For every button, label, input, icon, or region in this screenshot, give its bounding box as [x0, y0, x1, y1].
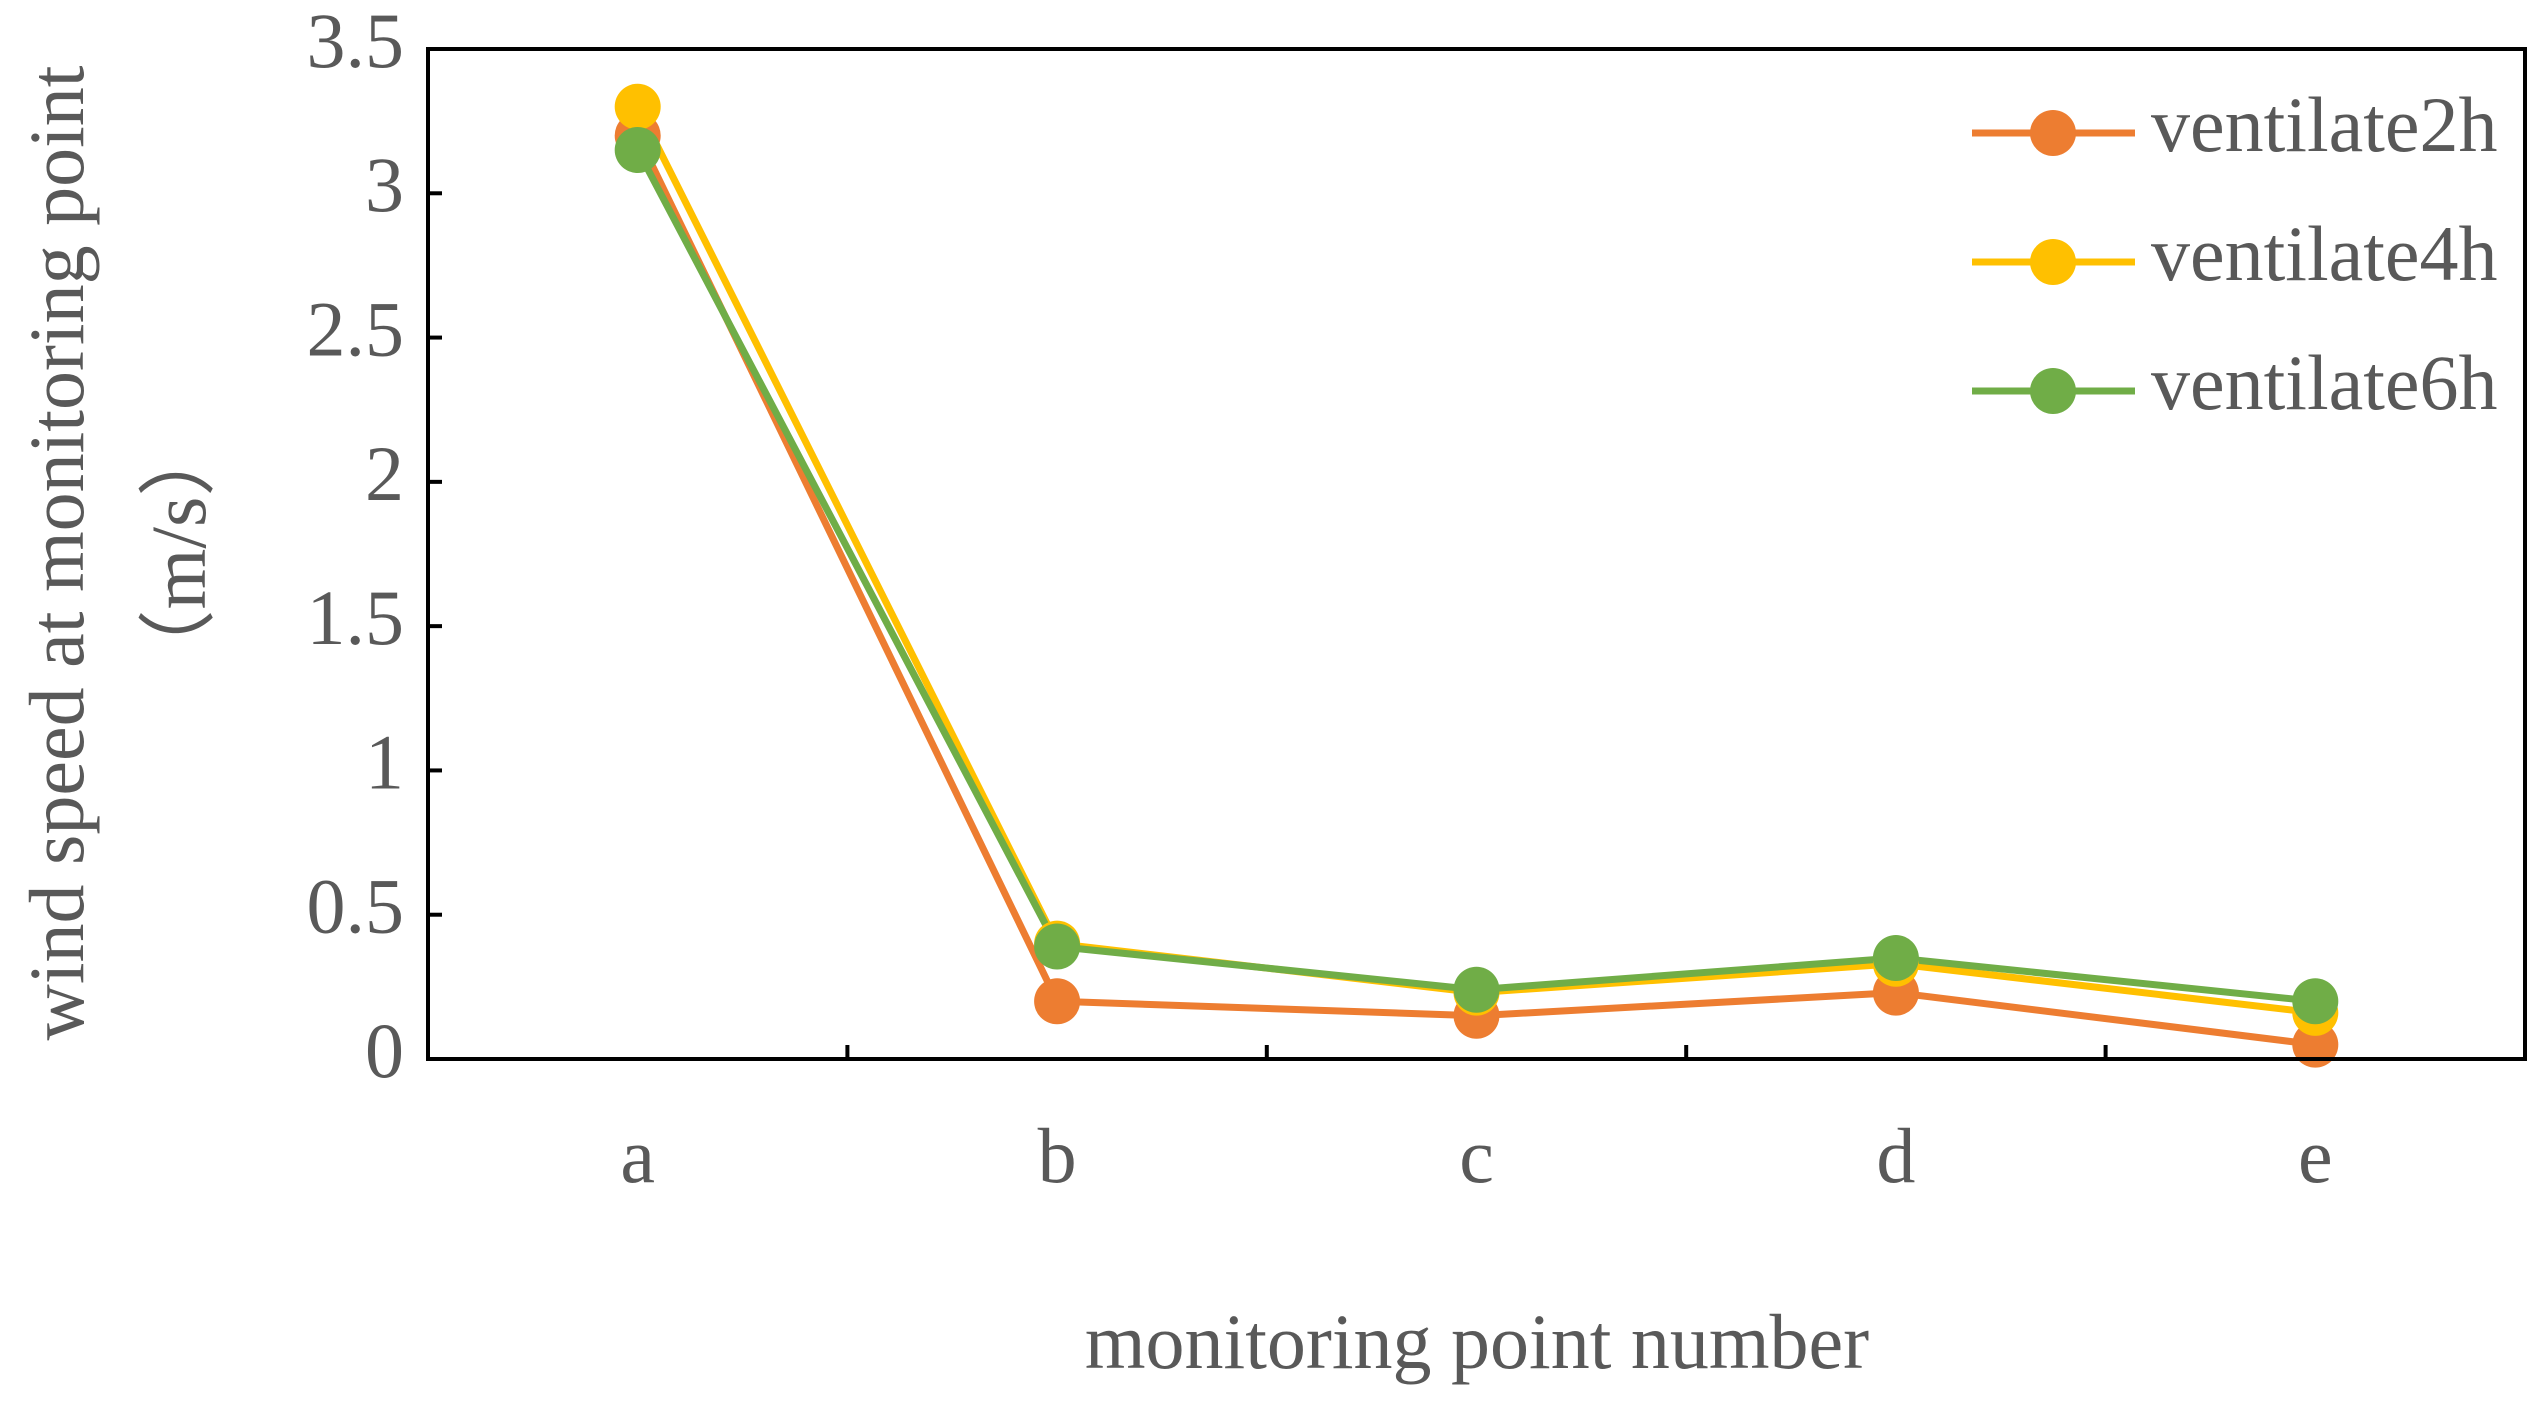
x-tick-label: b	[1038, 1112, 1077, 1199]
y-tick-label: 1.5	[307, 574, 405, 661]
plot-frame	[426, 47, 2527, 1061]
y-tick-label: 3.5	[307, 0, 405, 84]
legend-label: ventilate4h	[2151, 210, 2498, 297]
legend-marker	[2030, 110, 2076, 156]
y-tick-label: 2	[365, 430, 404, 517]
y-tick-label: 0.5	[307, 863, 405, 950]
y-axis-label: wind speed at monitoring point	[13, 65, 100, 1040]
marker	[2292, 978, 2339, 1025]
y-tick-label: 2.5	[307, 285, 405, 372]
marker	[1453, 966, 1500, 1013]
y-tick-label: 0	[365, 1007, 404, 1094]
legend-label: ventilate6h	[2151, 339, 2498, 426]
x-tick-label: e	[2298, 1112, 2333, 1199]
legend-marker	[2030, 368, 2076, 414]
x-axis-label: monitoring point number	[1085, 1298, 1869, 1385]
marker	[1034, 978, 1081, 1025]
marker	[1034, 923, 1081, 970]
y-axis-label: （m/s）	[135, 419, 222, 688]
marker	[1872, 935, 1919, 981]
y-tick-label: 1	[365, 718, 404, 805]
marker	[2292, 1021, 2339, 1068]
legend-marker	[2030, 239, 2076, 285]
legend-label: ventilate2h	[2151, 81, 2498, 168]
marker	[614, 83, 661, 130]
x-tick-label: d	[1876, 1112, 1915, 1199]
y-tick-label: 3	[365, 141, 404, 228]
x-tick-label: a	[620, 1112, 655, 1199]
x-tick-label: c	[1459, 1112, 1494, 1199]
marker	[614, 127, 661, 173]
